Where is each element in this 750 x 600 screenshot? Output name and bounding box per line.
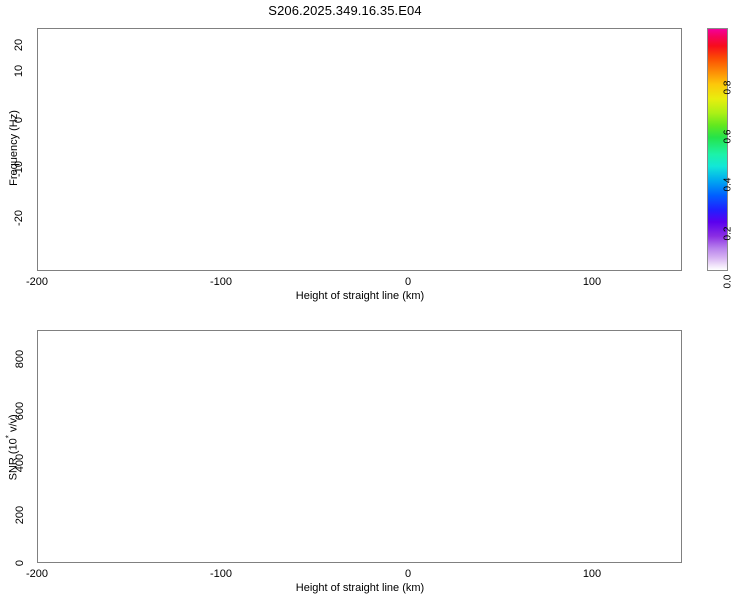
snr-xtick-label-1: -100 bbox=[209, 568, 233, 580]
spec-xtick-label-0: -200 bbox=[25, 276, 49, 288]
snr-ylabel-suffix: v/v) bbox=[7, 414, 20, 436]
snr-yaxis-label: SNR (10* v/v) bbox=[5, 392, 20, 502]
cbar-tick-label-3: 0.6 bbox=[722, 129, 734, 144]
snr-ylabel-exponent: * bbox=[4, 435, 14, 439]
snr-ylabel-prefix: SNR (10 bbox=[7, 438, 20, 481]
colorbar bbox=[707, 28, 728, 271]
spec-xtick-label-2: 0 bbox=[404, 276, 412, 288]
snr-xtick-label-0: -200 bbox=[25, 568, 49, 580]
spectrogram-plot-area bbox=[37, 28, 682, 271]
cbar-tick-label-4: 0.8 bbox=[722, 80, 734, 95]
figure-title: S206.2025.349.16.35.E04 bbox=[268, 3, 422, 18]
spec-xaxis-label: Height of straight line (km) bbox=[295, 290, 425, 302]
snr-xaxis-label: Height of straight line (km) bbox=[295, 582, 425, 594]
snr-trace bbox=[38, 331, 681, 562]
spec-xtick-label-1: -100 bbox=[209, 276, 233, 288]
snr-ytick-label-4: 800 bbox=[14, 349, 26, 369]
spec-yaxis-label: Frequency (Hz) bbox=[8, 110, 20, 186]
snr-ytick-label-0: 0 bbox=[14, 559, 26, 567]
snr-xtick-label-2: 0 bbox=[404, 568, 412, 580]
colorbar-title: Normalized spectral amplitude bbox=[736, 28, 750, 271]
spec-ytick-label-4: 20 bbox=[13, 38, 25, 52]
snr-xtick-label-3: 100 bbox=[582, 568, 602, 580]
spec-xtick-label-3: 100 bbox=[582, 276, 602, 288]
cbar-tick-label-2: 0.4 bbox=[722, 177, 734, 192]
cbar-tick-label-1: 0.2 bbox=[722, 226, 734, 241]
spectrogram-image bbox=[38, 29, 681, 270]
snr-plot-area bbox=[37, 330, 682, 563]
cbar-tick-label-0: 0.0 bbox=[722, 274, 734, 289]
